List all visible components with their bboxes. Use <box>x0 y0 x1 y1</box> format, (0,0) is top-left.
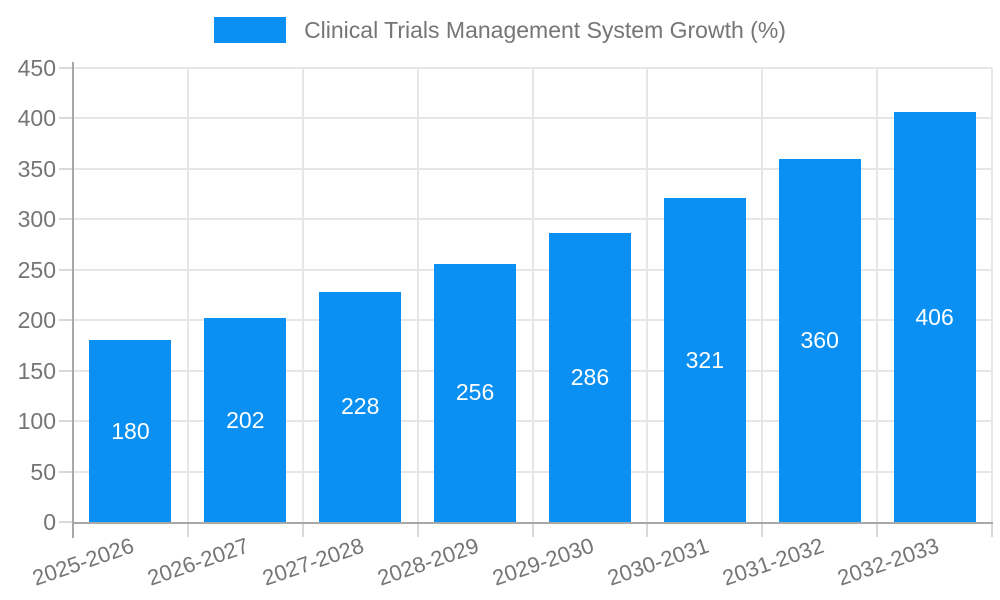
bar-value-label: 228 <box>341 393 380 420</box>
legend: Clinical Trials Management System Growth… <box>0 14 1000 46</box>
x-tick-mark <box>876 524 879 537</box>
y-tick-label: 250 <box>17 256 56 283</box>
v-gridline <box>646 68 649 522</box>
y-tick-mark <box>59 521 73 523</box>
y-tick-label: 100 <box>17 408 56 435</box>
v-gridline <box>186 68 189 522</box>
x-tick-mark <box>301 524 304 537</box>
x-axis-line <box>72 522 993 524</box>
bar: 321 <box>663 198 746 522</box>
v-gridline <box>876 68 879 522</box>
x-tick-mark <box>186 524 189 537</box>
v-gridline <box>531 68 534 522</box>
y-tick-label: 150 <box>17 357 56 384</box>
bar: 228 <box>319 291 402 522</box>
y-tick-mark <box>59 117 73 120</box>
y-tick-label: 350 <box>17 155 56 182</box>
bar-value-label: 406 <box>915 303 954 330</box>
v-gridline <box>991 68 993 522</box>
bar: 406 <box>893 112 976 522</box>
bar-value-label: 256 <box>455 379 495 406</box>
x-tick-mark <box>646 524 649 537</box>
y-tick-mark <box>59 420 73 423</box>
y-tick-mark <box>59 67 73 69</box>
x-tick-mark <box>761 524 764 537</box>
y-tick-mark <box>59 268 73 271</box>
bar: 180 <box>89 340 172 522</box>
y-tick-mark <box>59 470 73 473</box>
bar-value-label: 180 <box>111 417 150 444</box>
y-tick-mark <box>59 218 73 221</box>
y-axis-line <box>72 62 74 538</box>
y-tick-label: 300 <box>17 206 56 233</box>
x-tick-mark <box>531 524 534 537</box>
legend-swatch <box>214 17 287 43</box>
y-tick-mark <box>59 369 73 372</box>
y-tick-label: 450 <box>17 55 56 81</box>
bar-value-label: 360 <box>800 326 839 353</box>
bar: 202 <box>204 318 287 522</box>
y-tick-label: 200 <box>17 307 56 334</box>
bar-value-label: 202 <box>226 406 265 433</box>
bar-value-label: 286 <box>570 364 610 391</box>
x-tick-mark <box>416 524 419 537</box>
x-tick-mark <box>991 524 993 537</box>
v-gridline <box>761 68 764 522</box>
y-tick-label: 0 <box>43 509 56 535</box>
bar: 256 <box>434 263 517 522</box>
y-tick-mark <box>59 319 73 322</box>
bar-value-label: 321 <box>685 346 724 373</box>
legend-label: Clinical Trials Management System Growth… <box>304 17 786 43</box>
y-tick-label: 400 <box>17 105 56 132</box>
y-tick-label: 50 <box>30 458 56 485</box>
v-gridline <box>301 68 304 522</box>
v-gridline <box>416 68 419 522</box>
bar: 286 <box>548 233 631 522</box>
bar: 360 <box>778 158 861 522</box>
y-tick-mark <box>59 167 73 170</box>
